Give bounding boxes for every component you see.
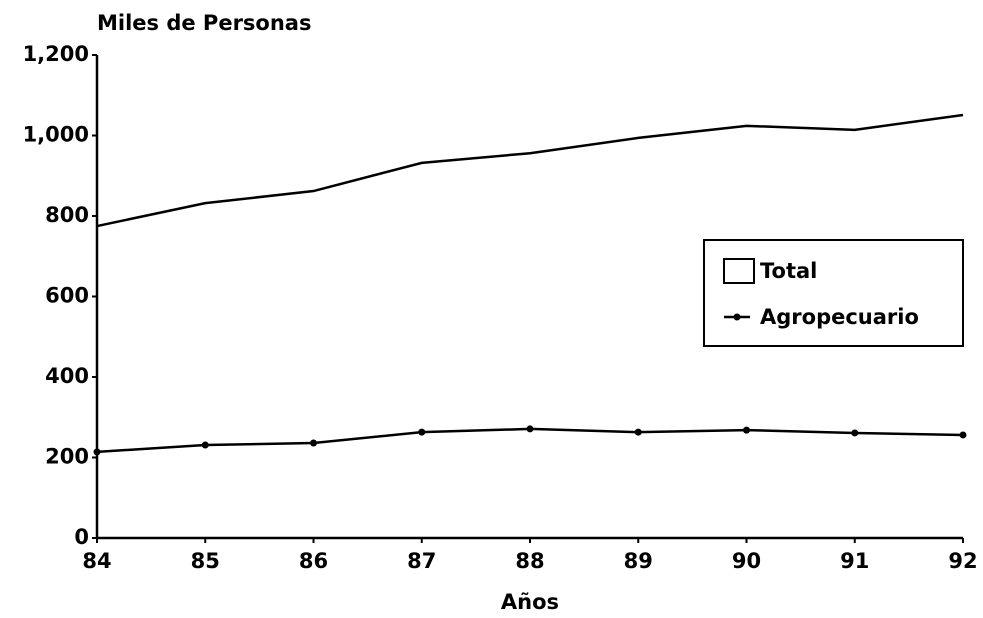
x-tick-label: 85: [191, 549, 220, 573]
y-tick-label: 1,000: [23, 123, 89, 147]
x-tick-label: 89: [624, 549, 653, 573]
x-tick-label: 88: [515, 549, 544, 573]
x-tick-label: 90: [732, 549, 761, 573]
y-tick-label: 1,200: [23, 42, 89, 66]
marker: [959, 431, 967, 439]
y-tick-label: 800: [45, 203, 89, 227]
marker: [418, 428, 426, 436]
y-tick-label: 400: [45, 364, 89, 388]
x-tick-label: 92: [948, 549, 977, 573]
x-tick-label: 87: [407, 549, 436, 573]
marker: [201, 441, 209, 449]
x-axis-label: Años: [501, 590, 559, 614]
marker: [310, 439, 317, 447]
marker: [634, 428, 642, 436]
legend-label: Agropecuario: [760, 305, 919, 329]
marker: [526, 425, 534, 433]
legend-swatch: [723, 258, 755, 284]
y-tick-label: 200: [45, 445, 89, 469]
x-tick-label: 84: [82, 549, 111, 573]
x-tick-label: 91: [840, 549, 869, 573]
marker: [743, 426, 750, 434]
legend-label: Total: [760, 259, 817, 283]
y-tick-label: 600: [45, 284, 89, 308]
y-axis-label: Miles de Personas: [97, 11, 311, 35]
x-tick-label: 86: [299, 549, 328, 573]
legend-marker: [733, 313, 741, 321]
marker: [851, 429, 859, 437]
legend-box: [703, 239, 964, 347]
y-tick-label: 0: [74, 525, 89, 549]
series-line: [96, 113, 964, 228]
